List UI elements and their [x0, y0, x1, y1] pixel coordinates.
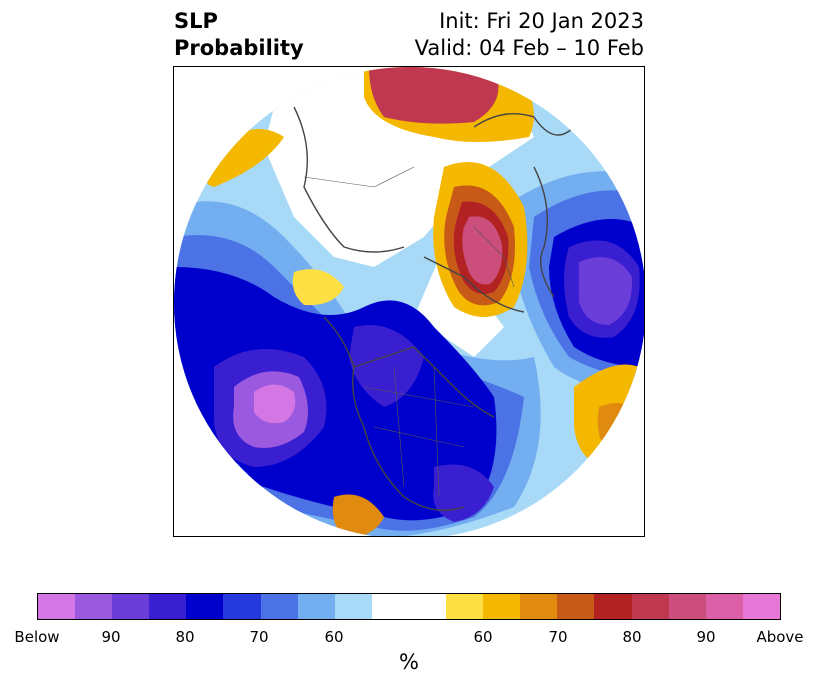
- colorbar-tick-label: 80: [175, 628, 195, 646]
- below-90-core-south: [433, 464, 494, 522]
- chart-title-left: SLP Probability: [174, 8, 304, 62]
- colorbar-segment: [483, 594, 521, 619]
- polar-map: [173, 66, 645, 537]
- above-70-region-atlantic: [597, 403, 636, 452]
- colorbar-segment: [557, 594, 595, 619]
- colorbar-tick-label: 90: [101, 628, 121, 646]
- colorbar-segment: [668, 594, 706, 619]
- above-90-region-siberia: [462, 216, 503, 285]
- colorbar-tick-label: 80: [622, 628, 642, 646]
- colorbar-segment: [223, 594, 261, 619]
- title-variable: SLP: [174, 9, 218, 33]
- colorbar-segment: [149, 594, 187, 619]
- colorbar-tick-label: 70: [249, 628, 269, 646]
- title-quantity: Probability: [174, 36, 304, 60]
- below-extreme-core-east: [579, 257, 633, 325]
- chart-title-right: Init: Fri 20 Jan 2023 Valid: 04 Feb – 10…: [415, 8, 644, 62]
- colorbar-tick-label: 60: [473, 628, 493, 646]
- colorbar-tick-label: Below: [14, 628, 60, 646]
- colorbar-segment: [334, 594, 372, 619]
- colorbar-segment: [446, 594, 484, 619]
- colorbar-segment: [742, 594, 780, 619]
- colorbar-segment: [520, 594, 558, 619]
- colorbar-tick-label: 90: [696, 628, 716, 646]
- colorbar-segment: [371, 594, 409, 619]
- above-70-region-mexico: [332, 494, 384, 536]
- colorbar-segment: [260, 594, 298, 619]
- colorbar-segment: [38, 594, 76, 619]
- colorbar-segment: [112, 594, 150, 619]
- init-date: Init: Fri 20 Jan 2023: [439, 9, 644, 33]
- valid-dates: Valid: 04 Feb – 10 Feb: [414, 36, 644, 60]
- colorbar-segment: [297, 594, 335, 619]
- colorbar-tick-label: 60: [324, 628, 344, 646]
- below-extreme-center-west: [254, 384, 296, 424]
- colorbar-segment: [594, 594, 632, 619]
- colorbar-tick-label: 70: [548, 628, 568, 646]
- colorbar-segment: [408, 594, 447, 619]
- colorbar-segment: [75, 594, 113, 619]
- colorbar: [37, 593, 781, 620]
- country-borders: [303, 166, 515, 498]
- probability-field: [174, 67, 644, 536]
- colorbar-label: %: [399, 650, 419, 674]
- below-90-core-canada: [349, 325, 424, 407]
- colorbar-tick-label: Above: [756, 628, 804, 646]
- colorbar-segment: [705, 594, 743, 619]
- above-60-region-small: [292, 269, 344, 306]
- colorbar-segment: [631, 594, 669, 619]
- above-80-region-north: [369, 67, 499, 124]
- colorbar-segment: [186, 594, 224, 619]
